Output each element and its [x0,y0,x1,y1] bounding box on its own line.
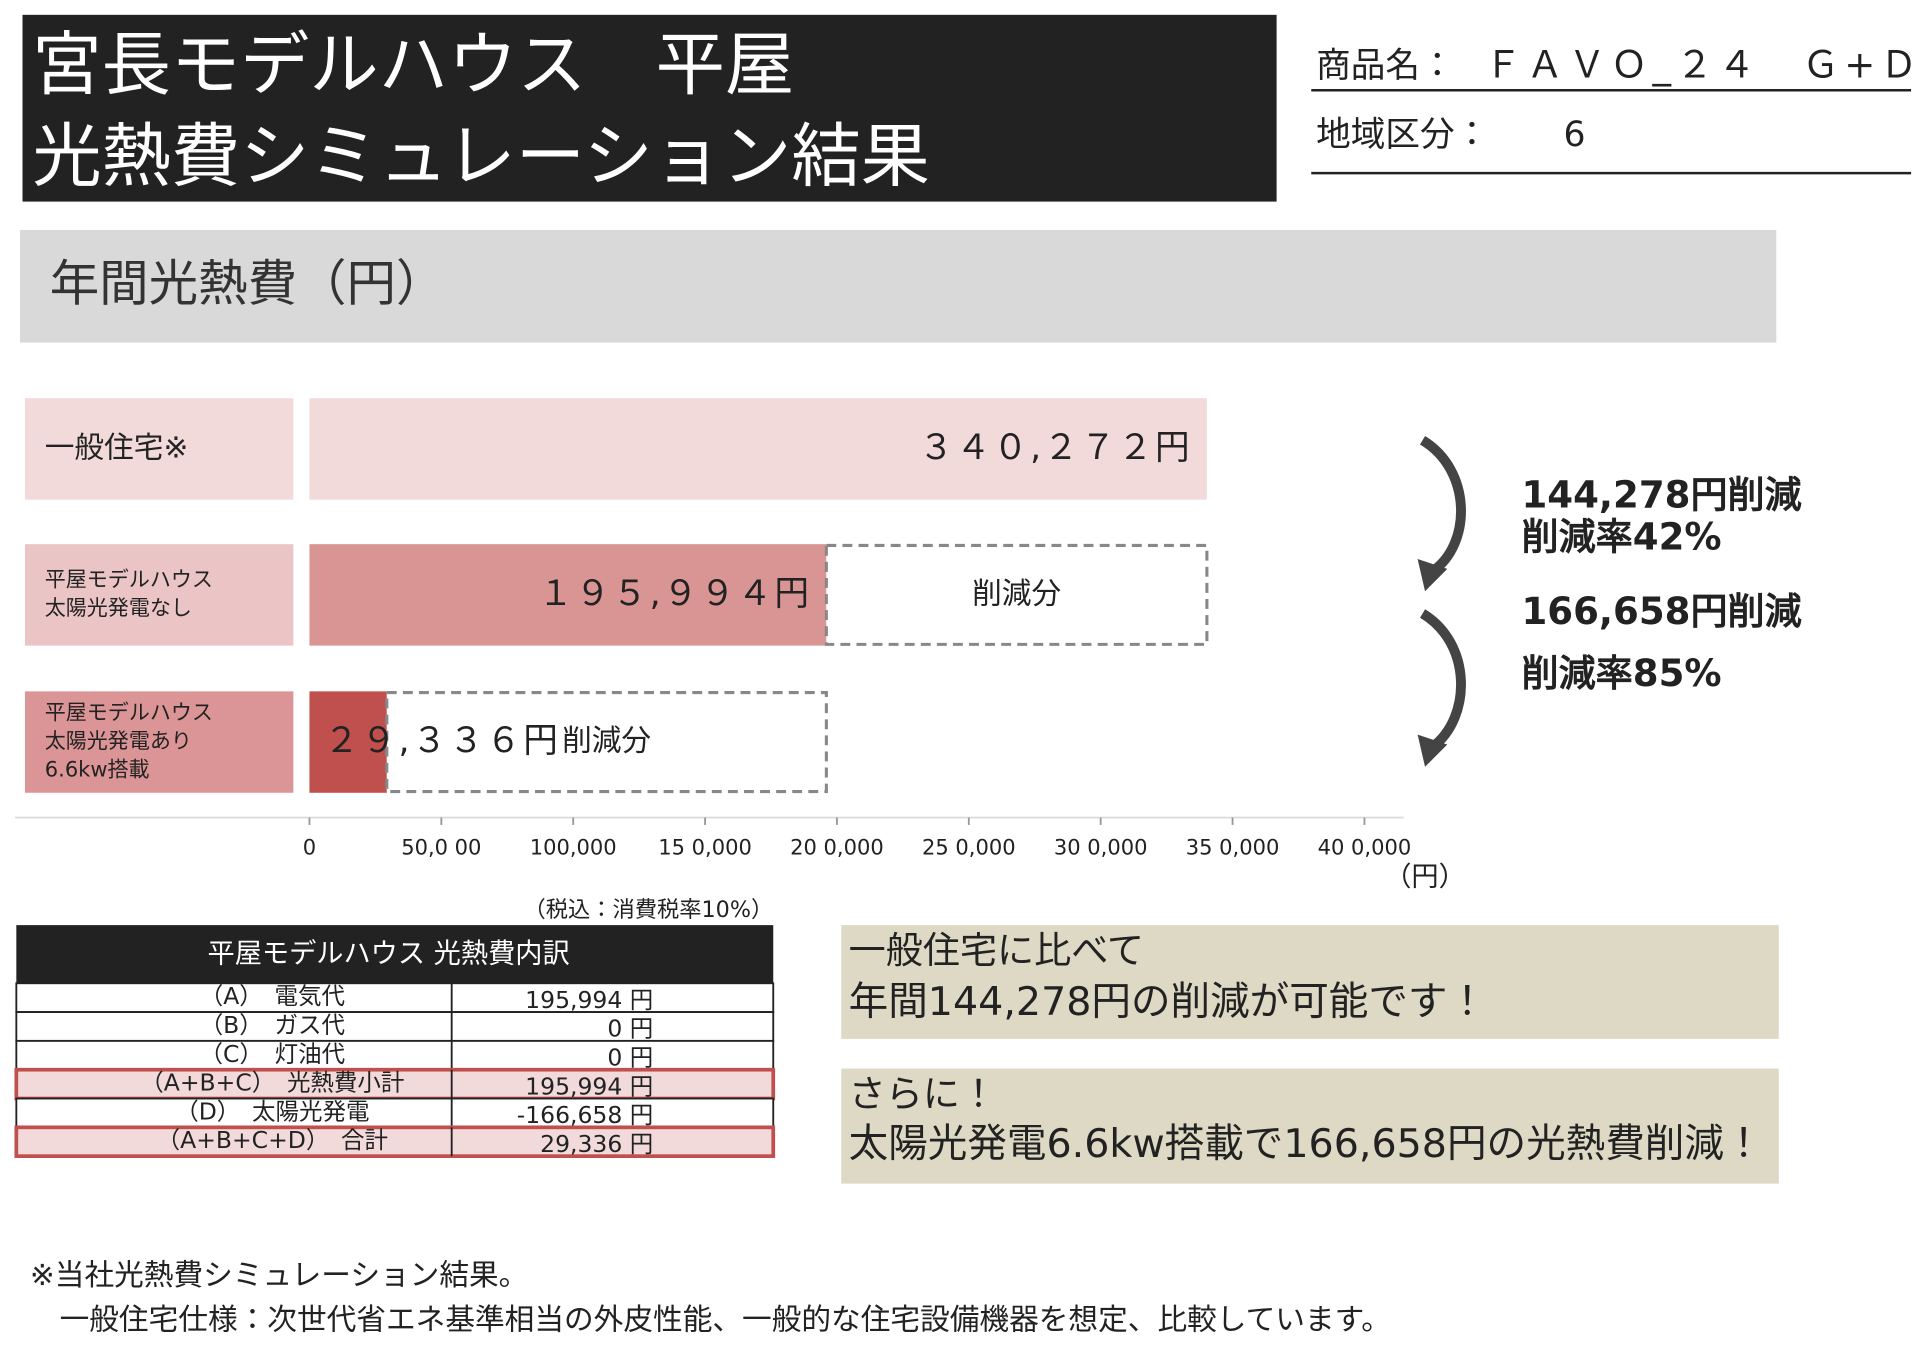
x-tick-label: 40 0,000 [1318,834,1412,859]
table-cell: 29,336 円 [540,1130,653,1158]
callout-text: 太陽光発電6.6kw搭載で166,658円の光熱費削減！ [849,1121,1764,1167]
table-row [15,982,775,1013]
table-row [15,1097,775,1129]
x-tick-label: 0 [303,834,316,859]
table-cell: （A+B+C） 光熱費小計 [140,1069,404,1097]
bar [309,544,827,646]
x-tick-label: 15 0,000 [658,834,752,859]
category-label: 一般住宅※ [45,429,189,464]
table-cell: 195,994 円 [525,986,653,1014]
x-unit: （円） [1384,862,1466,893]
table-cell: -166,658 円 [517,1101,654,1129]
value-label: ３４０,２７２円 [919,428,1192,468]
table-cell: （D） 太陽光発電 [175,1097,369,1125]
arrow [1419,609,1466,751]
product-value: ＦＡＶＯ_２４ Ｇ+Ｄ [1484,43,1920,86]
title-line: 光熱費シミュレーション結果 [32,117,929,197]
table-cell: （A+B+C+D） 合計 [157,1126,388,1154]
reduction-annotation: 削減率85% [1522,652,1722,695]
title-line: 宮長モデルハウス 平屋 [32,25,794,105]
arrow-head [1417,559,1448,592]
reduction-annotation: 144,278円削減 [1522,474,1802,517]
table-cell: （A） 電気代 [200,982,345,1010]
table-row [15,1039,775,1071]
reduction-annotation: 削減率42% [1522,516,1722,559]
callout-box [841,925,1779,1039]
table-note: （税込：消費税率10%） [524,897,774,923]
callout-text: さらに！ [849,1072,997,1115]
footnote: ※当社光熱費シミュレーション結果。 [30,1257,528,1292]
category-box [24,691,294,793]
value-label: １９５,９９４円 [538,574,811,614]
reduction-label: 削減分 [562,723,651,758]
table-header [16,925,774,984]
x-tick-label: 50,0 00 [401,834,481,859]
callout-box [841,1068,1779,1184]
callout-text: 一般住宅に比べて [849,929,1144,972]
x-tick-label: 25 0,000 [922,834,1016,859]
table-row [15,1011,775,1042]
bar [309,691,387,793]
section-bar [20,230,1777,343]
callout-text: 年間144,278円の削減が可能です！ [849,979,1487,1025]
arrow-head [1417,734,1448,767]
title-box [22,14,1277,202]
table-title: 平屋モデルハウス 光熱費内訳 [208,938,570,969]
table-row [14,1125,776,1159]
table-cell: （B） ガス代 [200,1011,345,1039]
arrow [1419,436,1466,576]
category-label: 平屋モデルハウス太陽光発電なし [45,567,213,620]
table: （A） 電気代 195,994 円 （B） ガス代 0 円 （C） 灯油代 0 円 （A+B… [14,982,776,1159]
category-label: 平屋モデルハウス太陽光発電あり 6.6kw搭載 [45,700,213,782]
value-label: ２９,３３６円 [324,721,560,761]
reduction-segment [824,543,1209,646]
reduction-segment [385,691,828,794]
footnote: 一般住宅仕様：次世代省エネ基準相当の外皮性能、一般的な住宅設備機器を想定、比較し… [30,1301,1391,1336]
table-cell: 195,994 円 [525,1072,653,1100]
region-value: 6 [1564,115,1586,155]
bar [309,398,1207,500]
table-cell: 0 円 [607,1044,653,1072]
arrows [1419,436,1466,751]
table-cell: 0 円 [607,1015,653,1043]
table-cell: （C） 灯油代 [200,1040,346,1068]
x-tick-label: 35 0,000 [1186,834,1280,859]
reduction-annotation: 166,658円削減 [1522,590,1802,633]
region-label: 地域区分： [1316,115,1489,155]
reduction-label: 削減分 [972,575,1061,610]
x-tick-label: 30 0,000 [1054,834,1148,859]
x-tick-label: 20 0,000 [790,834,884,859]
product-label: 商品名： [1316,46,1455,86]
table-row [14,1067,776,1101]
category-box [24,544,294,646]
x-tick-label: 100,000 [530,834,617,859]
category-box [24,398,294,500]
section-title: 年間光熱費（円） [50,254,446,312]
